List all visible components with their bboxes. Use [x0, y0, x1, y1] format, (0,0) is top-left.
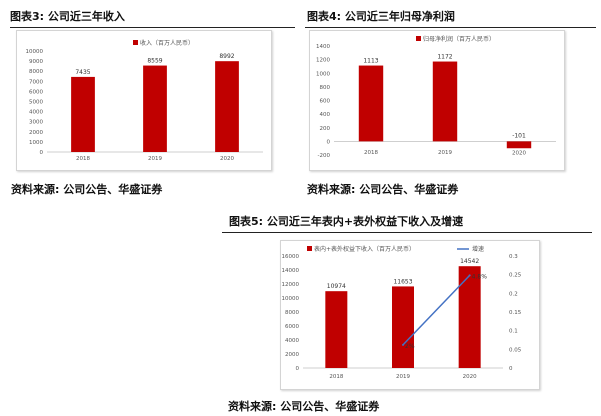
- figure-title: 图表3: 公司近三年收入: [10, 10, 125, 23]
- y-tick-label: 0: [40, 150, 44, 156]
- source-note: 资料来源: 公司公告、华盛证券: [228, 400, 380, 413]
- chart-panel: 归母净利润（百万人民币） -200 0 200 400 600 800 1000 1200 140…: [309, 30, 565, 171]
- title-underline: [305, 27, 596, 28]
- legend-swatch: [133, 40, 138, 45]
- x-tick-label: 2020: [220, 156, 234, 162]
- y-tick-label: -200: [318, 153, 331, 159]
- y-tick-label: 1000: [29, 140, 43, 146]
- x-tick-label: 2018: [329, 374, 343, 380]
- bar: [432, 61, 458, 142]
- x-tick-label: 2019: [438, 150, 452, 156]
- y-tick-label: 0: [296, 366, 300, 372]
- bar-value-label: 10974: [327, 283, 346, 290]
- bar: [215, 61, 239, 152]
- y-tick-label: 1000: [316, 71, 330, 77]
- legend-swatch: [416, 36, 421, 41]
- y-tick-label: 800: [320, 85, 331, 91]
- bar: [325, 291, 348, 368]
- y-tick-label: 600: [320, 99, 331, 105]
- legend-label: 表内+表外权益下收入（百万人民币）: [314, 245, 415, 253]
- x-tick-label: 2019: [396, 374, 410, 380]
- y-tick-label: 3000: [29, 120, 43, 126]
- y-tick-label: 7000: [29, 79, 43, 85]
- y-tick-label: 10000: [26, 49, 44, 55]
- title-underline: [222, 232, 592, 233]
- figure-title: 图表4: 公司近三年归母净利润: [307, 10, 455, 23]
- bar: [506, 141, 532, 149]
- y-tick-label: 2000: [285, 352, 299, 358]
- bar-value-label: 1172: [437, 54, 452, 61]
- source-note: 资料来源: 公司公告、华盛证券: [11, 183, 163, 196]
- growth-value-label: 4.8%: [472, 273, 488, 280]
- y-tick-label: 200: [320, 126, 331, 132]
- y-tick-label: 16000: [282, 254, 300, 260]
- combined-revenue-chart: 表内+表外权益下收入（百万人民币） 增速 0 2000 4000 6000 8000 1000…: [282, 245, 522, 380]
- title-underline: [10, 27, 295, 28]
- y2-tick-label: 0.05: [509, 347, 522, 353]
- figure-title: 图表5: 公司近三年表内+表外权益下收入及增速: [229, 215, 464, 228]
- bar-value-label: -101: [512, 132, 526, 139]
- bar: [358, 65, 384, 142]
- source-note: 资料来源: 公司公告、华盛证券: [307, 183, 459, 196]
- y-tick-label: 10000: [282, 296, 300, 302]
- chart-panel: 收入（百万人民币） 0 1000 2000 3000 4000 5000 6000 7000 80…: [16, 30, 272, 171]
- y-tick-label: 0: [327, 139, 331, 145]
- bar: [392, 286, 414, 368]
- y2-tick-label: 0.25: [509, 273, 522, 279]
- y-tick-label: 6000: [285, 324, 299, 330]
- bar-value-label: 7435: [75, 69, 90, 76]
- bar: [71, 76, 95, 152]
- y-tick-label: 1200: [316, 58, 330, 64]
- y-tick-label: 9000: [29, 59, 43, 65]
- y2-tick-label: 0: [509, 366, 513, 372]
- y-tick-label: 12000: [282, 282, 300, 288]
- x-tick-label: 2019: [148, 156, 162, 162]
- y-tick-label: 8000: [285, 310, 299, 316]
- growth-value-label: 2%: [405, 343, 415, 350]
- y2-tick-label: 0.2: [509, 291, 518, 297]
- bar-value-label: 14542: [460, 258, 479, 265]
- y-tick-label: 1400: [316, 44, 330, 50]
- bar-value-label: 1113: [363, 58, 378, 65]
- y2-tick-label: 0.15: [509, 310, 522, 316]
- y-tick-label: 4000: [29, 110, 43, 116]
- bar-value-label: 8992: [219, 53, 234, 60]
- y-tick-label: 8000: [29, 69, 43, 75]
- y-tick-label: 14000: [282, 268, 300, 274]
- x-tick-label: 2018: [364, 150, 378, 156]
- y-tick-label: 400: [320, 112, 331, 118]
- bar-value-label: 8559: [147, 58, 162, 65]
- growth-line: [402, 274, 471, 346]
- revenue-chart: 收入（百万人民币） 0 1000 2000 3000 4000 5000 6000 7000 80…: [26, 39, 263, 162]
- y2-tick-label: 0.1: [509, 329, 518, 335]
- legend-label: 收入（百万人民币）: [140, 39, 194, 47]
- growth-point: [402, 343, 404, 346]
- legend-swatch: [307, 246, 312, 251]
- bar: [143, 65, 167, 152]
- y-tick-label: 4000: [285, 338, 299, 344]
- net-profit-chart: 归母净利润（百万人民币） -200 0 200 400 600 800 1000 1200 140…: [316, 35, 556, 159]
- legend-label: 归母净利润（百万人民币）: [423, 35, 495, 43]
- legend-label: 增速: [472, 245, 484, 253]
- y-tick-label: 5000: [29, 100, 43, 106]
- growth-point: [468, 274, 471, 277]
- x-tick-label: 2018: [76, 156, 90, 162]
- y-tick-label: 2000: [29, 130, 43, 136]
- bar: [458, 266, 481, 368]
- bar-value-label: 11653: [393, 278, 412, 285]
- chart-panel: 表内+表外权益下收入（百万人民币） 增速 0 2000 4000 6000 8000 1000…: [280, 240, 540, 390]
- y2-tick-label: 0.3: [509, 254, 518, 260]
- y-tick-label: 6000: [29, 89, 43, 95]
- x-tick-label: 2020: [512, 150, 526, 156]
- x-tick-label: 2020: [463, 374, 477, 380]
